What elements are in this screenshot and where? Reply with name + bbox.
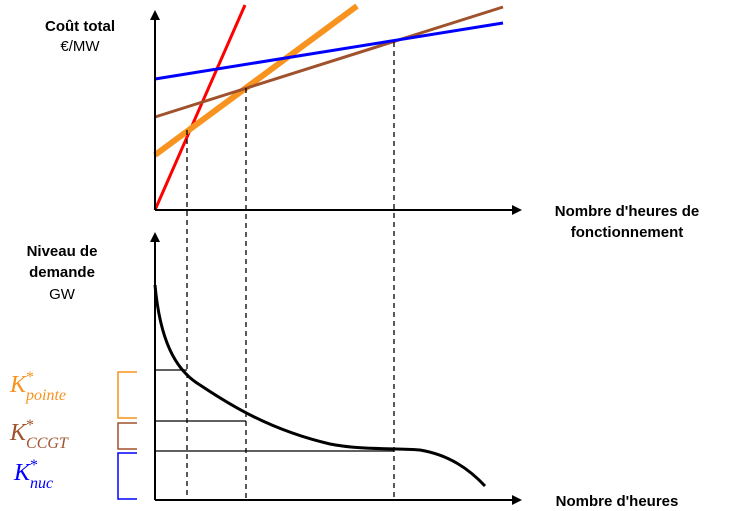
top-x-title-line2: fonctionnement bbox=[571, 224, 684, 241]
label-k-ccgt: K* CCGT bbox=[9, 417, 69, 452]
top-y-unit: €/MW bbox=[60, 38, 100, 55]
bracket-pointe bbox=[117, 371, 137, 419]
bracket-ccgt bbox=[117, 422, 137, 450]
projection-lines bbox=[186, 42, 395, 500]
cost-line-blue bbox=[154, 21, 504, 81]
bracket-nuc bbox=[117, 452, 137, 500]
k-nuc-symbol: K bbox=[13, 460, 32, 486]
cost-line-brown bbox=[154, 5, 504, 119]
bottom-axes bbox=[150, 232, 522, 505]
k-pointe-sub: pointe bbox=[25, 387, 66, 404]
top-y-title: Coût total bbox=[45, 18, 115, 35]
bottom-y-unit: GW bbox=[49, 286, 76, 303]
top-x-title-line1: Nombre d'heures de bbox=[555, 203, 699, 220]
top-axes bbox=[150, 10, 522, 215]
bottom-y-title-line2: demande bbox=[29, 264, 95, 281]
cost-lines bbox=[153, 3, 504, 211]
cost-line-orange bbox=[153, 3, 359, 158]
k-ccgt-sup: * bbox=[26, 417, 34, 434]
k-ccgt-sub: CCGT bbox=[26, 435, 69, 452]
load-duration-curve bbox=[153, 284, 487, 488]
k-ccgt-symbol: K bbox=[9, 420, 28, 446]
capacity-levels bbox=[155, 369, 394, 452]
label-k-nuc: K* nuc bbox=[13, 457, 53, 492]
capacity-brackets bbox=[117, 371, 137, 500]
bottom-x-title: Nombre d'heures bbox=[556, 493, 679, 510]
k-pointe-sup: * bbox=[26, 369, 34, 386]
cost-line-red bbox=[153, 4, 247, 211]
label-k-pointe: K* pointe bbox=[9, 369, 66, 404]
k-nuc-sup: * bbox=[30, 457, 38, 474]
k-nuc-sub: nuc bbox=[30, 475, 53, 492]
k-pointe-symbol: K bbox=[9, 372, 28, 398]
bottom-y-title-line1: Niveau de bbox=[27, 243, 98, 260]
